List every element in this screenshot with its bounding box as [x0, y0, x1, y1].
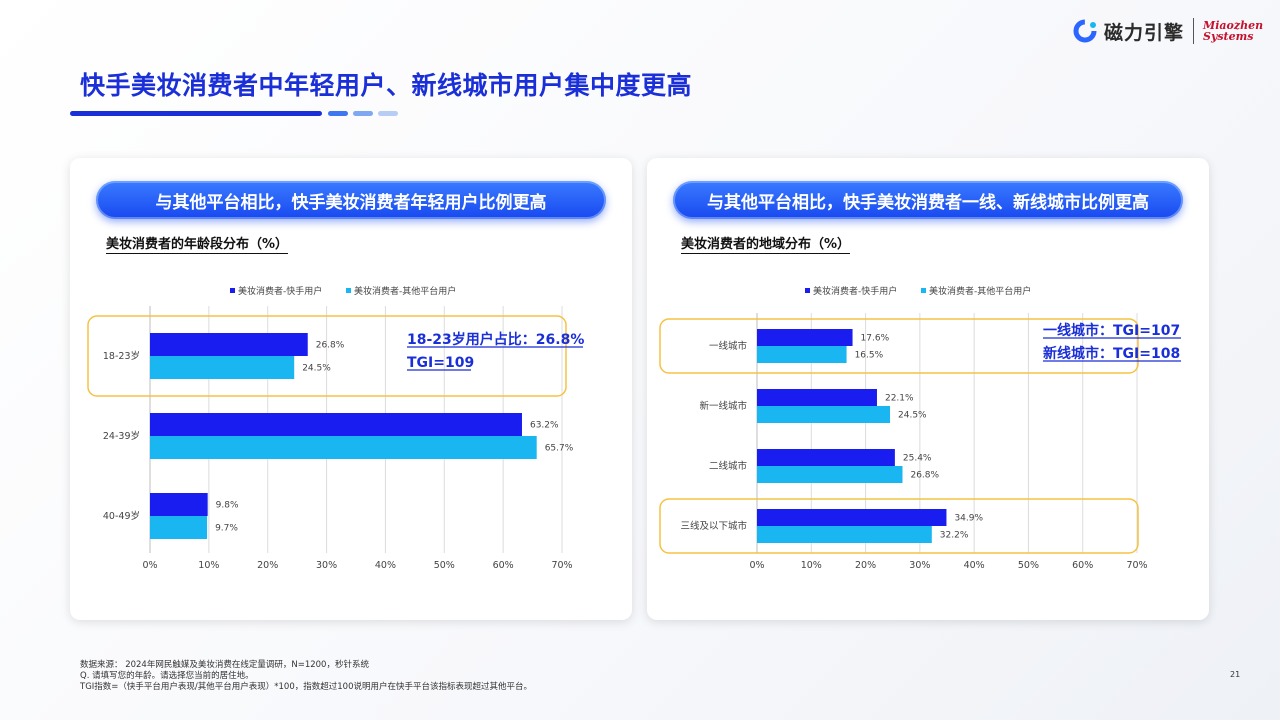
x-tick-label: 70% — [1126, 560, 1147, 571]
legend-label-1: 美妆消费者-其他平台用户 — [354, 285, 456, 297]
legend-swatch-0 — [805, 288, 810, 293]
age-banner: 与其他平台相比，快手美妆消费者年轻用户比例更高 — [96, 181, 606, 219]
callout-line-2: 新线城市：TGI=108 — [1043, 345, 1180, 362]
callout-line-2: TGI=109 — [407, 355, 474, 371]
highlight-box — [659, 498, 1139, 554]
x-tick-label: 60% — [493, 560, 514, 571]
legend-label-1: 美妆消费者-其他平台用户 — [929, 285, 1031, 297]
region-chart: 美妆消费者-快手用户 美妆消费者-其他平台用户 0% 10% 20% 30% 40% 50% 6… — [659, 285, 1181, 571]
bar-value-label: 9.7% — [215, 524, 238, 534]
bar-value-label: 22.1% — [885, 394, 914, 404]
page-title: 快手美妆消费者中年轻用户、新线城市用户集中度更高 — [80, 71, 693, 100]
x-tick-label: 0% — [749, 560, 764, 571]
bar-value-label: 34.9% — [954, 514, 983, 524]
footer-tgi-note: TGI指数=（快手平台用户表现/其他平台用户表现）*100，指数超过100说明用… — [80, 682, 532, 692]
highlight-box — [659, 318, 1139, 374]
footer-question: Q. 请填写您的年龄。请选择您当前的居住地。 — [80, 671, 254, 681]
bar-value-label: 26.8% — [910, 471, 939, 481]
age-distribution-card: 与其他平台相比，快手美妆消费者年轻用户比例更高 美妆消费者的年龄段分布（%） 美… — [70, 158, 632, 620]
bar-other — [757, 466, 903, 483]
age-chart-title: 美妆消费者的年龄段分布（%） — [106, 233, 289, 254]
legend-label-0: 美妆消费者-快手用户 — [813, 285, 897, 297]
category-label: 三线及以下城市 — [680, 520, 747, 532]
category-label: 18-23岁 — [103, 350, 140, 362]
bar-other — [150, 516, 208, 539]
x-tick-label: 10% — [801, 560, 822, 571]
x-tick-label: 50% — [1018, 560, 1039, 571]
x-tick-label: 70% — [551, 560, 572, 571]
logo-cn-text: 磁力引擎 — [1104, 21, 1185, 44]
bar-value-label: 25.4% — [903, 454, 932, 464]
bar-value-label: 24.5% — [302, 364, 331, 374]
age-chart: 美妆消费者-快手用户 美妆消费者-其他平台用户 0% 10% 20% 30% 40% 50% 6… — [87, 285, 584, 571]
x-tick-label: 30% — [316, 560, 337, 571]
bar-value-label: 16.5% — [855, 351, 884, 361]
bar-other — [757, 406, 890, 423]
legend-swatch-1 — [921, 288, 926, 293]
bar-other — [757, 346, 847, 363]
footer-notes: 数据来源： 2024年网民触媒及美妆消费在线定量调研，N=1200，秒针系统 Q… — [80, 660, 532, 693]
x-tick-label: 50% — [434, 560, 455, 571]
brand-logo: 磁力引擎 Miaozhen Systems — [1072, 14, 1272, 48]
x-tick-label: 20% — [855, 560, 876, 571]
bar-value-label: 24.5% — [898, 411, 927, 421]
bar-other — [150, 436, 537, 459]
logo-separator — [1193, 18, 1195, 44]
x-tick-label: 30% — [909, 560, 930, 571]
bar-kuaishou — [150, 413, 522, 436]
legend-swatch-1 — [346, 288, 351, 293]
bar-kuaishou — [757, 509, 947, 526]
callout-line-1: 一线城市：TGI=107 — [1043, 322, 1180, 339]
legend-label-0: 美妆消费者-快手用户 — [238, 285, 322, 297]
logo-en-text: Miaozhen Systems — [1203, 19, 1264, 43]
category-label: 新一线城市 — [699, 400, 747, 412]
bar-value-label: 9.8% — [216, 501, 239, 511]
bar-other — [150, 356, 295, 379]
page-number: 21 — [1230, 670, 1241, 679]
category-label: 40-49岁 — [103, 510, 140, 522]
callout-line-1: 18-23岁用户占比：26.8% — [407, 331, 584, 348]
region-banner: 与其他平台相比，快手美妆消费者一线、新线城市比例更高 — [673, 181, 1183, 219]
bar-other — [757, 526, 932, 543]
logo-mark-icon — [1073, 19, 1097, 43]
legend-swatch-0 — [230, 288, 235, 293]
highlight-box — [87, 315, 567, 397]
bar-value-label: 63.2% — [530, 421, 559, 431]
bar-kuaishou — [757, 389, 877, 406]
bar-kuaishou — [757, 329, 853, 346]
bar-value-label: 17.6% — [861, 334, 890, 344]
x-tick-label: 0% — [142, 560, 157, 571]
bar-value-label: 26.8% — [316, 341, 345, 351]
x-tick-label: 20% — [257, 560, 278, 571]
region-chart-title: 美妆消费者的地域分布（%） — [681, 233, 851, 254]
category-label: 一线城市 — [709, 340, 748, 352]
bar-value-label: 65.7% — [545, 444, 574, 454]
bar-kuaishou — [757, 449, 895, 466]
x-tick-label: 40% — [964, 560, 985, 571]
bar-value-label: 32.2% — [940, 531, 969, 541]
x-tick-label: 60% — [1072, 560, 1093, 571]
bar-kuaishou — [150, 333, 308, 356]
bar-kuaishou — [150, 493, 208, 516]
x-tick-label: 10% — [198, 560, 219, 571]
category-label: 24-39岁 — [103, 430, 140, 442]
category-label: 二线城市 — [709, 460, 748, 472]
x-tick-label: 40% — [375, 560, 396, 571]
region-distribution-card: 与其他平台相比，快手美妆消费者一线、新线城市比例更高 美妆消费者的地域分布（%）… — [647, 158, 1209, 620]
footer-source: 数据来源： 2024年网民触媒及美妆消费在线定量调研，N=1200，秒针系统 — [80, 660, 369, 670]
